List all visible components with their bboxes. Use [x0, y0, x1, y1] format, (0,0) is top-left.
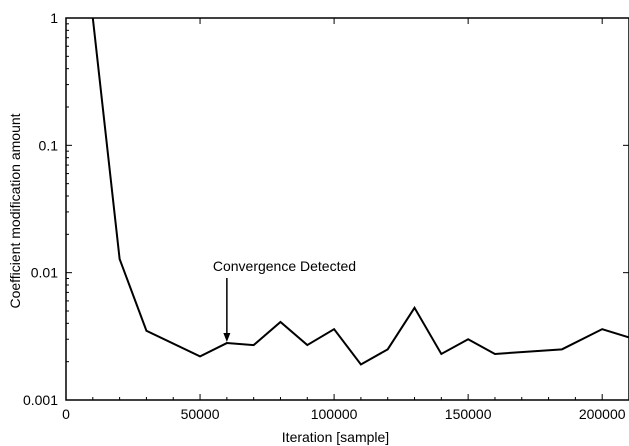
x-axis-title: Iteration [sample] — [282, 429, 389, 445]
annotation-layer: Convergence Detected — [213, 258, 356, 343]
x-tick-label: 200000 — [579, 406, 626, 422]
series — [91, 18, 629, 366]
y-tick-label: 0.001 — [23, 392, 58, 408]
y-tick-label: 1 — [50, 10, 58, 26]
ticks: 0 50000 100000 150000 200000 0.001 0.01 0.1 1 — [23, 10, 629, 422]
y-axis-title: Coefficient modification amount — [7, 113, 23, 308]
x-tick-label: 150000 — [445, 406, 492, 422]
axes — [65, 17, 629, 401]
x-tick-label: 50000 — [181, 406, 220, 422]
x-tick-label: 100000 — [311, 406, 358, 422]
annotation-text: Convergence Detected — [213, 258, 356, 274]
y-tick-label: 0.1 — [39, 137, 59, 153]
y-tick-label: 0.01 — [31, 265, 58, 281]
plot-frame — [65, 17, 629, 401]
x-tick-label: 0 — [62, 406, 70, 422]
series-line — [91, 18, 629, 366]
annotation-arrow-head — [223, 333, 231, 343]
